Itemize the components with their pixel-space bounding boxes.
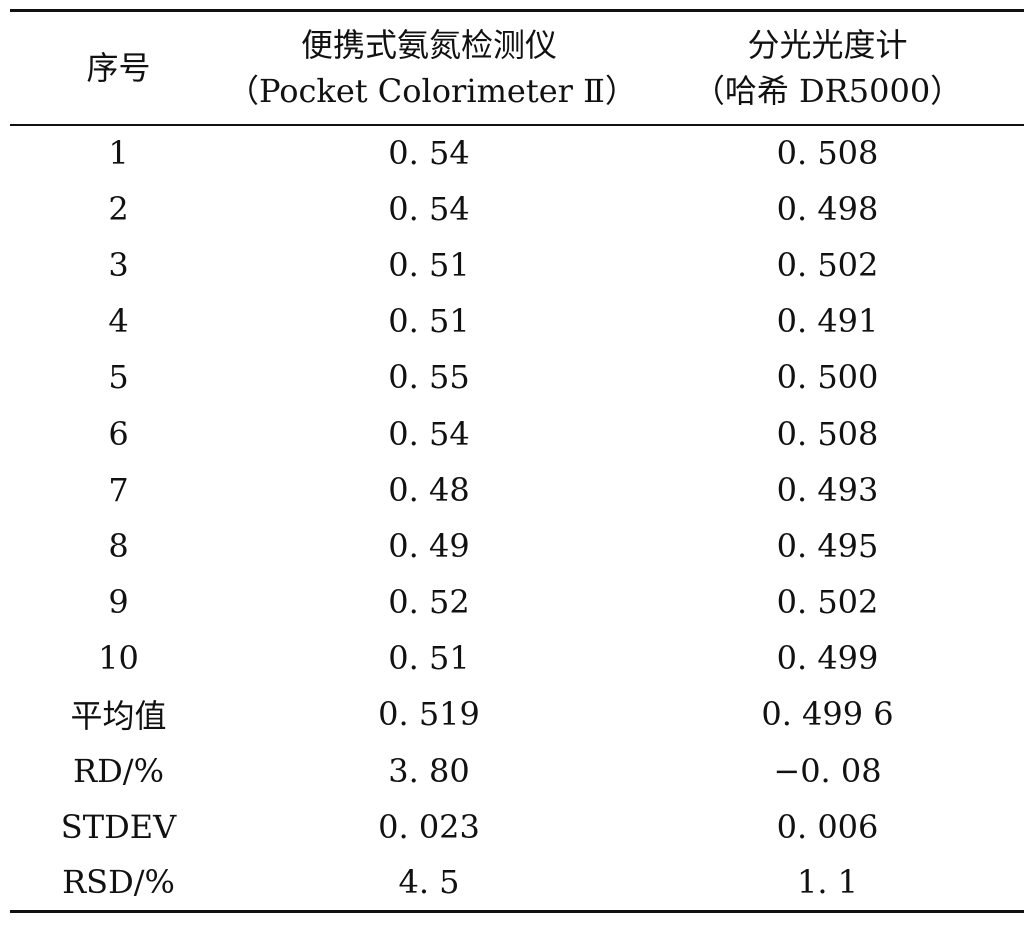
row-label: 8 (108, 526, 129, 565)
table-row: 4 0. 51 0. 491 (10, 293, 1024, 349)
row-label: RSD/% (10, 854, 227, 913)
spectro-value: −0. 08 (773, 751, 882, 790)
header-portable-meter: 便携式氨氮检测仪 （Pocket Colorimeter Ⅱ） (227, 9, 637, 126)
table-row: 8 0. 49 0. 495 (10, 518, 1024, 574)
header-spectrophotometer-model: （哈希 DR5000） (692, 71, 963, 110)
portable-value: 0. 52 (388, 583, 470, 622)
spectro-value: 0. 499 6 (761, 695, 894, 734)
table-body: 1 0. 54 0. 508 2 0. 54 0. 498 3 0. 51 0.… (10, 125, 1024, 913)
table-row: 2 0. 54 0. 498 (10, 181, 1024, 237)
portable-value: 0. 023 (378, 807, 480, 846)
portable-value: 0. 51 (388, 639, 470, 678)
spectro-value: 0. 498 (776, 189, 879, 228)
row-label: RD/% (73, 751, 164, 790)
table-row-rsd: RSD/% 4. 5 1. 1 (10, 854, 1024, 913)
header-row: 序号 便携式氨氮检测仪 （Pocket Colorimeter Ⅱ） 分光光度计… (10, 9, 1024, 126)
portable-value: 0. 519 (378, 695, 480, 734)
portable-value: 0. 48 (388, 470, 470, 509)
portable-value: 0. 54 (388, 134, 470, 173)
spectro-value: 0. 491 (776, 302, 879, 341)
row-label: 4 (108, 302, 129, 341)
table-row: 1 0. 54 0. 508 (10, 125, 1024, 181)
spectro-value: 0. 006 (776, 807, 879, 846)
spectro-value: 0. 508 (776, 134, 879, 173)
row-label: STDEV (60, 807, 177, 846)
comparison-table-container: 序号 便携式氨氮检测仪 （Pocket Colorimeter Ⅱ） 分光光度计… (10, 9, 1024, 913)
portable-value: 3. 80 (388, 751, 470, 790)
table-row: 10 0. 51 0. 499 (10, 630, 1024, 686)
spectro-value: 0. 495 (776, 526, 879, 565)
portable-value: 0. 51 (388, 302, 470, 341)
spectro-value: 0. 502 (776, 583, 879, 622)
table-row: 6 0. 54 0. 508 (10, 405, 1024, 461)
portable-value: 0. 51 (388, 245, 470, 284)
table-row-stdev: STDEV 0. 023 0. 006 (10, 799, 1024, 855)
comparison-table: 序号 便携式氨氮检测仪 （Pocket Colorimeter Ⅱ） 分光光度计… (10, 9, 1024, 913)
spectro-value: 0. 499 (776, 639, 879, 678)
portable-value: 0. 55 (388, 358, 470, 397)
table-row-mean: 平均值 0. 519 0. 499 6 (10, 686, 1024, 742)
spectro-value: 1. 1 (631, 854, 1024, 913)
table-row-rd: RD/% 3. 80 −0. 08 (10, 743, 1024, 799)
header-spectrophotometer-name: 分光光度计 (747, 25, 908, 64)
row-label: 1 (108, 134, 129, 173)
table-header: 序号 便携式氨氮检测仪 （Pocket Colorimeter Ⅱ） 分光光度计… (10, 9, 1024, 126)
portable-value: 0. 49 (388, 526, 470, 565)
portable-value: 0. 54 (388, 414, 470, 453)
table-row: 5 0. 55 0. 500 (10, 349, 1024, 405)
row-label: 平均值 (70, 697, 167, 736)
header-portable-meter-model: （Pocket Colorimeter Ⅱ） (227, 71, 637, 110)
header-index-label: 序号 (86, 48, 151, 87)
row-label: 9 (108, 583, 129, 622)
spectro-value: 0. 502 (776, 245, 879, 284)
table-row: 3 0. 51 0. 502 (10, 237, 1024, 293)
row-label: 3 (108, 245, 129, 284)
row-label: 5 (108, 358, 129, 397)
header-spectrophotometer: 分光光度计 （哈希 DR5000） (631, 9, 1024, 126)
row-label: 10 (98, 639, 139, 678)
row-label: 6 (108, 414, 129, 453)
table-row: 7 0. 48 0. 493 (10, 462, 1024, 518)
spectro-value: 0. 493 (776, 470, 879, 509)
row-label: 2 (108, 189, 129, 228)
table-row: 9 0. 52 0. 502 (10, 574, 1024, 630)
spectro-value: 0. 500 (776, 358, 879, 397)
portable-value: 4. 5 (227, 854, 631, 913)
spectro-value: 0. 508 (776, 414, 879, 453)
row-label: 7 (108, 470, 129, 509)
header-index: 序号 (10, 9, 227, 126)
portable-value: 0. 54 (388, 189, 470, 228)
header-portable-meter-name: 便携式氨氮检测仪 (300, 25, 557, 64)
